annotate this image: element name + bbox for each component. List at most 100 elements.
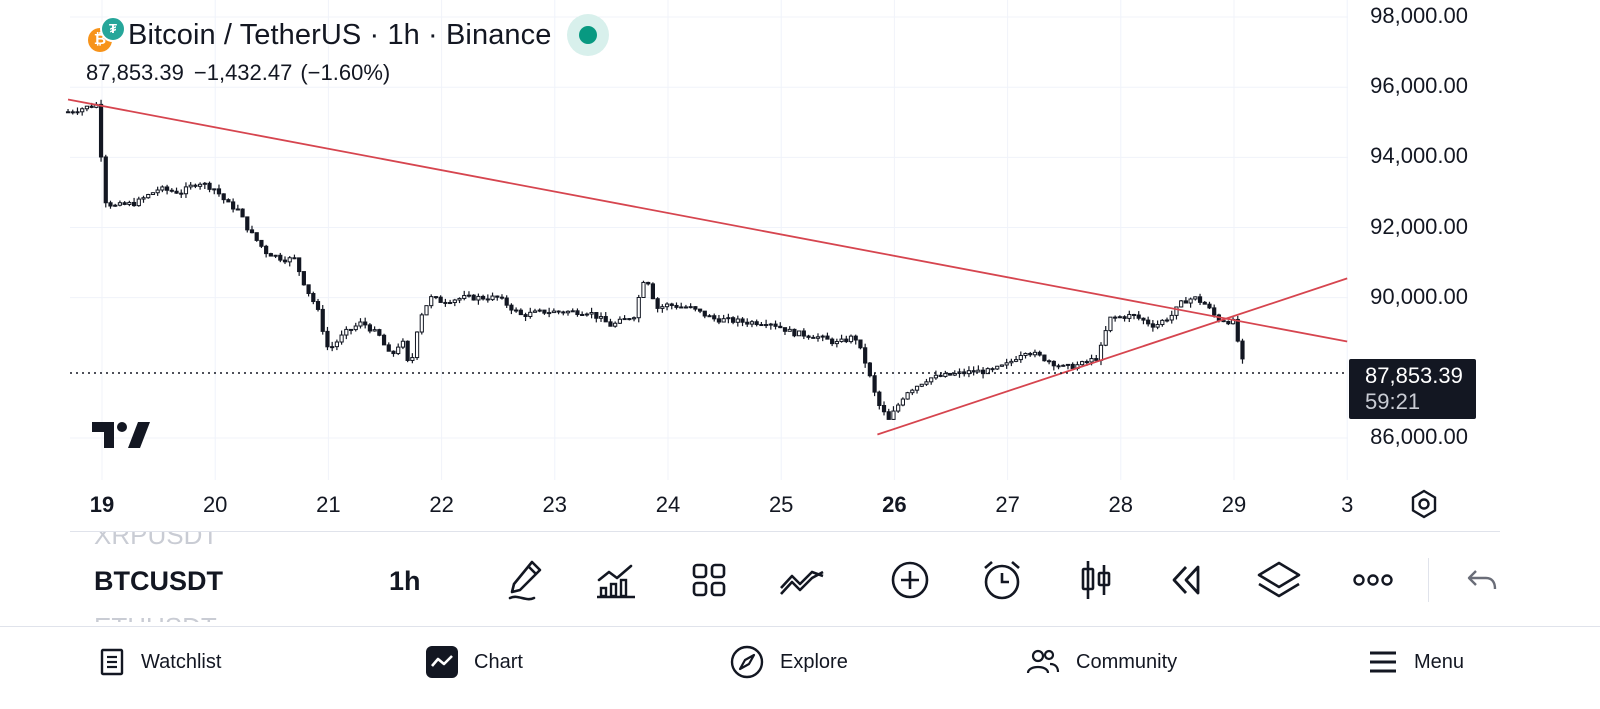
price-chart[interactable] (0, 0, 1600, 540)
candle-body (240, 208, 245, 218)
candle-body (188, 184, 193, 188)
candle-body (1202, 301, 1207, 305)
nav-watchlist[interactable]: Watchlist (99, 640, 221, 684)
candle-body (825, 335, 830, 340)
draw-pen-icon[interactable] (500, 556, 548, 604)
layers-icon[interactable] (1255, 556, 1303, 604)
time-axis-label: 28 (1108, 492, 1134, 517)
candle-body (749, 321, 755, 325)
candle-body (598, 316, 604, 319)
candle-body (84, 105, 90, 110)
time-axis-label: 29 (1221, 492, 1247, 517)
candle-body (287, 257, 292, 263)
candle-body (929, 377, 934, 383)
candle-body (249, 229, 255, 234)
candle-body (1136, 314, 1141, 319)
candle-body (867, 362, 872, 377)
candle-body (264, 245, 269, 255)
candle-body (433, 296, 439, 299)
symbol-title[interactable]: Bitcoin / TetherUS · 1h · Binance (128, 18, 552, 51)
candle-body (801, 330, 806, 337)
nav-menu[interactable]: Menu (1368, 640, 1464, 684)
trendlines[interactable] (67, 98, 1348, 436)
candle-body (372, 329, 377, 332)
chart-divider (70, 531, 1500, 532)
candle-body (330, 346, 335, 349)
candle-body (363, 321, 368, 326)
compare-icon[interactable] (778, 556, 826, 604)
candle-body (1061, 364, 1066, 367)
candle-body (452, 299, 457, 304)
candle-body (844, 338, 849, 343)
live-dot (579, 26, 598, 44)
candle-body (872, 375, 877, 393)
candle-body (127, 201, 132, 205)
usdt-coin-icon: ₮ (100, 16, 126, 42)
candle-body (613, 322, 618, 327)
chart-area[interactable]: ₿ ₮ Bitcoin / TetherUS · 1h · Binance 87… (0, 0, 1600, 540)
candle-body (98, 103, 104, 158)
nav-explore[interactable]: Explore (730, 640, 848, 684)
toolbar-separator (1428, 558, 1429, 602)
add-alert-plus-icon[interactable] (886, 556, 934, 604)
nav-chart[interactable]: Chart (426, 640, 523, 684)
candle-body (726, 317, 731, 320)
watchlist-row-active[interactable]: BTCUSDT 1h (94, 566, 421, 597)
candle-body (377, 329, 382, 336)
time-axis-label: 24 (655, 492, 681, 517)
watchlist-row-next[interactable]: ETHUSDT 4h (94, 612, 217, 622)
community-icon (1026, 648, 1060, 676)
candle-body (764, 324, 769, 327)
candle-body (971, 370, 976, 373)
time-axis-label: 21 (316, 492, 341, 517)
chart-settings-icon[interactable] (1408, 488, 1440, 520)
candle-body (325, 330, 330, 348)
watchlist-row-prev[interactable]: XRPUSDT 15m (94, 532, 218, 551)
candle-body (169, 189, 174, 192)
nav-label: Chart (474, 650, 523, 673)
candle-body (419, 314, 424, 333)
candle-body (490, 295, 495, 301)
candle-body (485, 298, 490, 301)
candle-body (1146, 319, 1151, 325)
candle-body (688, 306, 693, 309)
candle-body (896, 404, 901, 412)
candle-body (306, 284, 311, 295)
candle-body (141, 197, 146, 200)
candle-body (1240, 340, 1245, 360)
alarm-clock-icon[interactable] (978, 556, 1026, 604)
candle-body (1047, 360, 1052, 363)
candle-body (995, 365, 1000, 370)
nav-community[interactable]: Community (1026, 640, 1177, 684)
candle-body (150, 192, 156, 196)
candle-body (1013, 359, 1019, 362)
bar-countdown: 59:21 (1365, 389, 1421, 414)
candle-body (226, 199, 231, 203)
candle-body (1160, 319, 1165, 326)
indicators-icon[interactable] (592, 556, 640, 604)
candle-body (1098, 344, 1104, 361)
candle-body (839, 338, 844, 343)
chart-icon (426, 646, 458, 678)
candle-body (877, 391, 882, 406)
candle-body (848, 335, 854, 343)
price-axis-label: 90,000.00 (1370, 283, 1468, 309)
candle-body (754, 321, 759, 326)
candle-body (457, 297, 462, 301)
layouts-icon[interactable] (685, 556, 733, 604)
candle-body (881, 404, 887, 413)
symbol-header[interactable]: ₿ ₮ Bitcoin / TetherUS · 1h · Binance (86, 14, 610, 56)
chart-type-candles-icon[interactable] (1072, 556, 1120, 604)
time-axis-label: 25 (768, 492, 794, 517)
candle-body (245, 216, 250, 231)
candle-body (999, 364, 1005, 367)
candle-body (547, 312, 552, 315)
undo-icon[interactable] (1458, 556, 1506, 604)
replay-icon[interactable] (1164, 556, 1212, 604)
more-icon[interactable] (1349, 556, 1397, 604)
candle-body (136, 198, 141, 207)
watchlist-timeframe: 1h (389, 566, 421, 596)
candle-body (391, 350, 396, 355)
candle-body (160, 186, 165, 191)
market-status-icon[interactable] (567, 14, 610, 56)
